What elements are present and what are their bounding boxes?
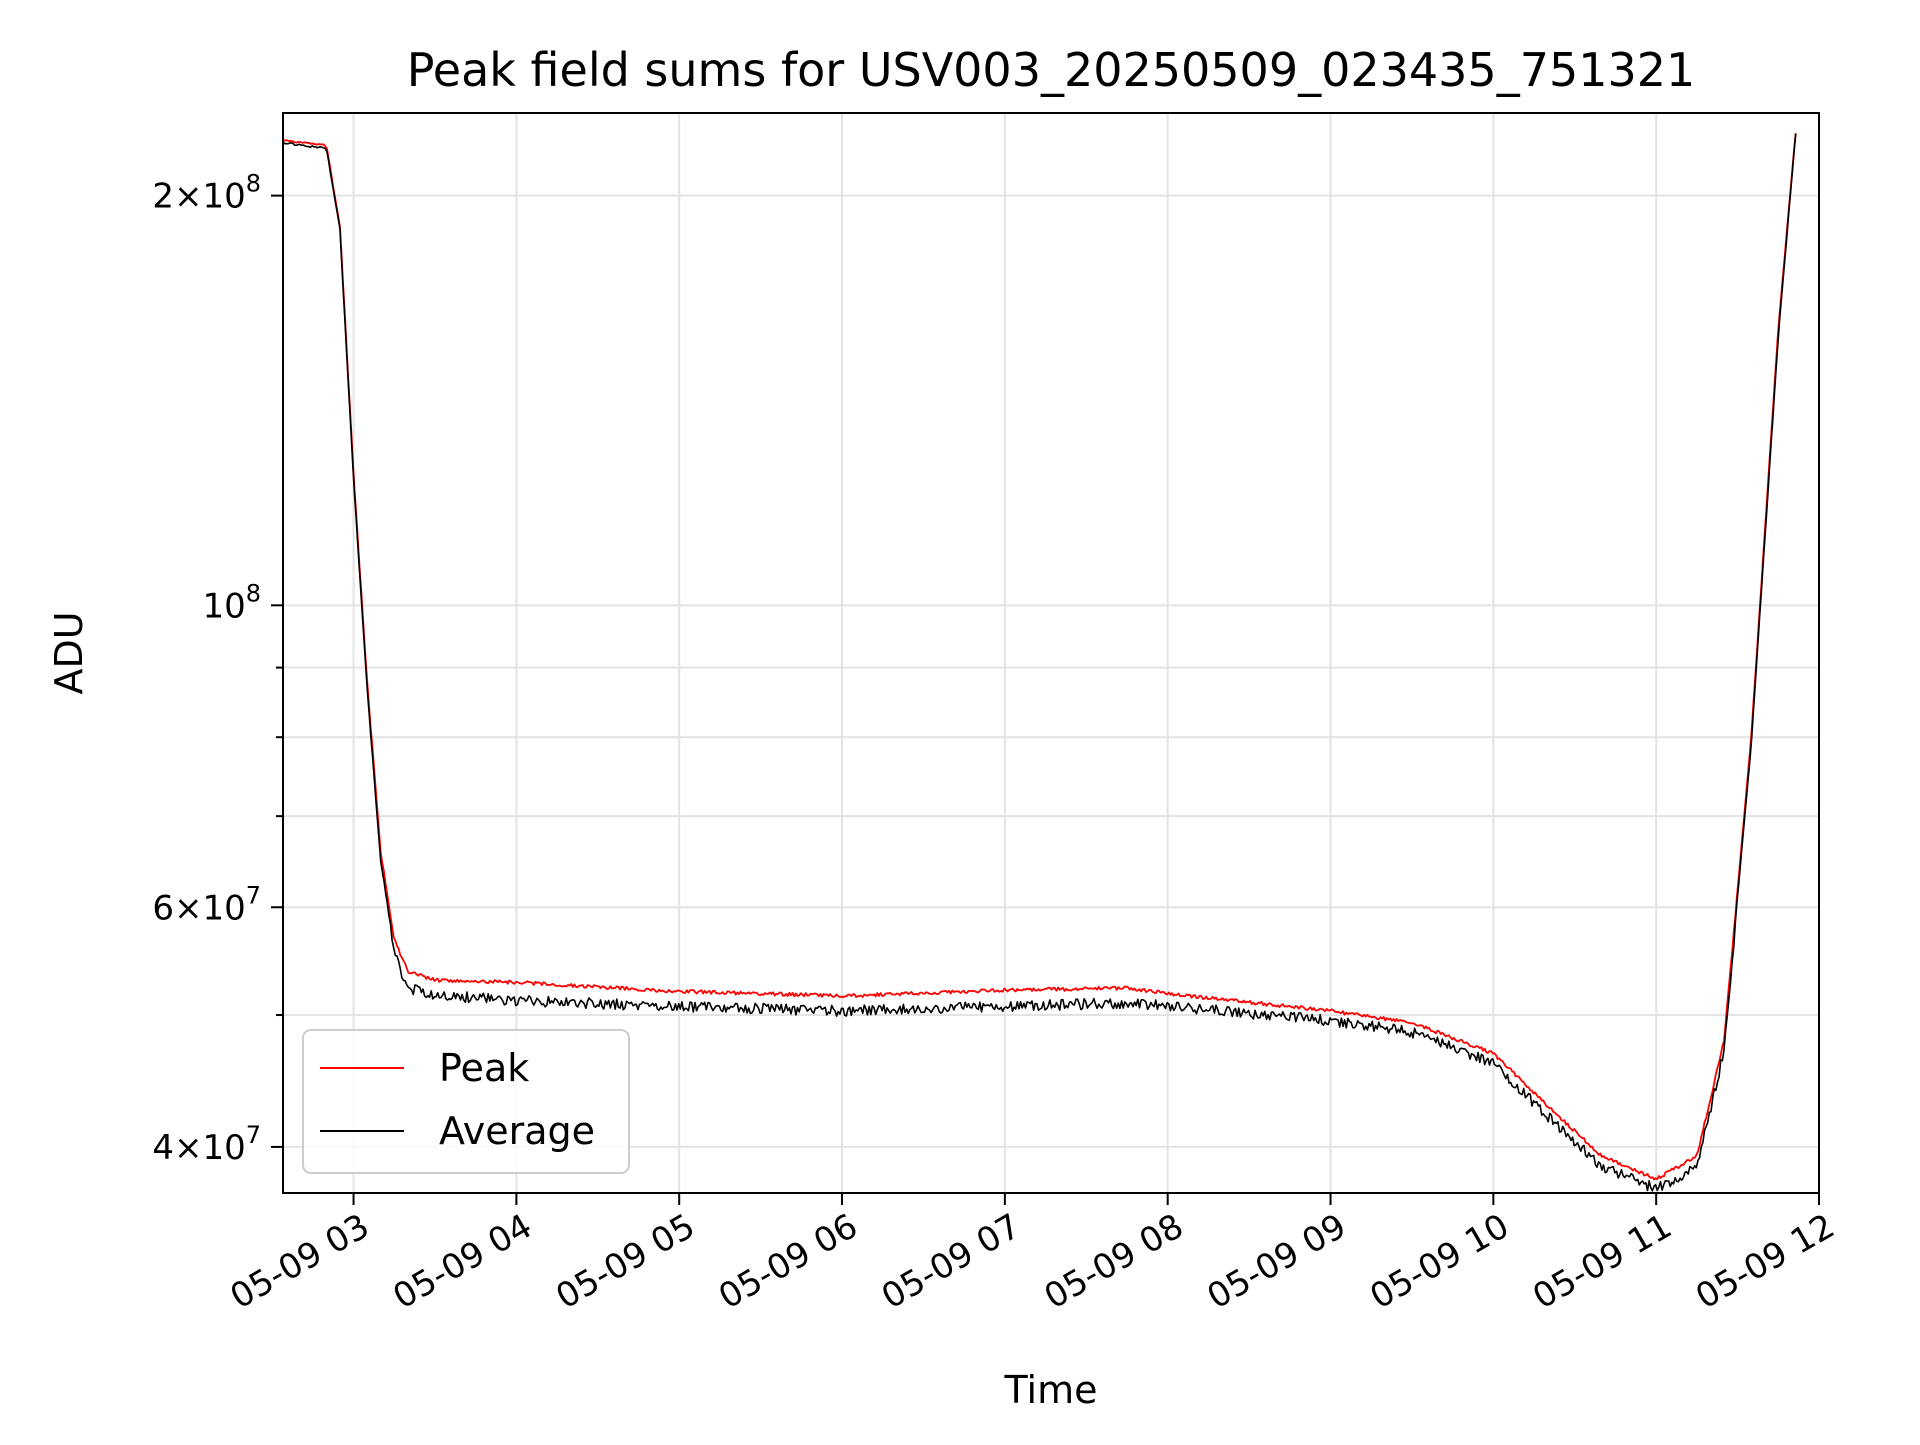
legend-label-average: Average xyxy=(439,1109,595,1153)
legend-box xyxy=(302,1029,630,1174)
y-tick-label: 2×108 xyxy=(152,170,261,217)
chart-title: Peak field sums for USV003_20250509_0234… xyxy=(407,43,1696,97)
y-tick-label: 108 xyxy=(202,579,261,626)
legend-label-peak: Peak xyxy=(439,1046,529,1090)
x-tick-label: 05-09 11 xyxy=(1526,1206,1678,1317)
x-tick-label: 05-09 10 xyxy=(1363,1206,1515,1317)
x-tick-label: 05-09 08 xyxy=(1038,1206,1190,1317)
y-axis-label: ADU xyxy=(47,611,91,694)
x-tick-label: 05-09 12 xyxy=(1689,1206,1841,1317)
x-tick-label: 05-09 09 xyxy=(1201,1206,1353,1317)
series-line-average xyxy=(283,133,1797,1192)
x-tick-label: 05-09 04 xyxy=(386,1206,538,1317)
x-tick-label: 05-09 07 xyxy=(875,1206,1027,1317)
series-line-peak xyxy=(283,133,1797,1181)
x-tick-label: 05-09 06 xyxy=(712,1206,864,1317)
y-tick-label: 6×107 xyxy=(152,881,261,928)
series-layer xyxy=(283,133,1797,1192)
plot-background xyxy=(283,113,1819,1193)
x-tick-label: 05-09 03 xyxy=(224,1206,376,1317)
x-tick-label: 05-09 05 xyxy=(549,1206,701,1317)
legend: Peak Average xyxy=(302,1029,630,1174)
y-tick-label: 4×107 xyxy=(152,1121,261,1168)
x-axis-label: Time xyxy=(1004,1368,1098,1412)
plot-frame xyxy=(282,112,1820,1194)
grid-layer xyxy=(283,113,1819,1193)
